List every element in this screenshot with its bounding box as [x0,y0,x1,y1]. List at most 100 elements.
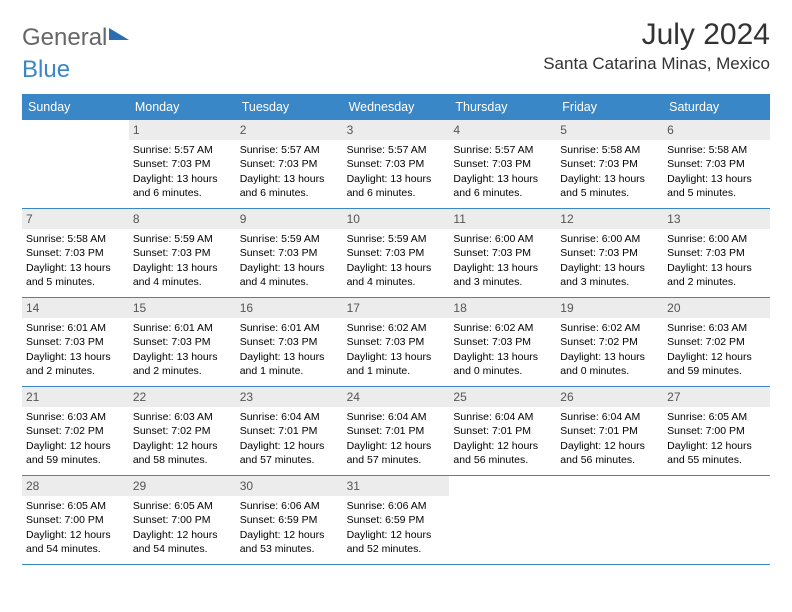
sunset-text: Sunset: 7:01 PM [240,424,339,438]
daylight-text: Daylight: 13 hours and 6 minutes. [133,172,232,200]
sunset-text: Sunset: 7:03 PM [560,246,659,260]
day-number: 20 [663,298,770,318]
weekday-header: Thursday [449,94,556,120]
day-number: 4 [449,120,556,140]
calendar-day-cell: 4Sunrise: 5:57 AMSunset: 7:03 PMDaylight… [449,120,556,208]
logo-triangle-icon [109,28,129,40]
calendar-day-cell: 11Sunrise: 6:00 AMSunset: 7:03 PMDayligh… [449,209,556,297]
day-number: 5 [556,120,663,140]
sunset-text: Sunset: 7:03 PM [347,335,446,349]
sunset-text: Sunset: 7:03 PM [240,157,339,171]
sunset-text: Sunset: 7:03 PM [453,335,552,349]
logo-text-1: General [22,24,107,52]
day-number: 17 [343,298,450,318]
day-number: 8 [129,209,236,229]
daylight-text: Daylight: 13 hours and 1 minute. [347,350,446,378]
sunset-text: Sunset: 7:02 PM [133,424,232,438]
calendar-day-cell: . [556,476,663,564]
calendar-week-row: 21Sunrise: 6:03 AMSunset: 7:02 PMDayligh… [22,387,770,476]
day-number: 21 [22,387,129,407]
daylight-text: Daylight: 12 hours and 56 minutes. [560,439,659,467]
day-number: 11 [449,209,556,229]
calendar-day-cell: 29Sunrise: 6:05 AMSunset: 7:00 PMDayligh… [129,476,236,564]
sunrise-text: Sunrise: 6:05 AM [133,499,232,513]
sunrise-text: Sunrise: 6:00 AM [560,232,659,246]
sunrise-text: Sunrise: 6:04 AM [560,410,659,424]
day-number: 22 [129,387,236,407]
daylight-text: Daylight: 13 hours and 5 minutes. [26,261,125,289]
calendar-day-cell: 21Sunrise: 6:03 AMSunset: 7:02 PMDayligh… [22,387,129,475]
sunrise-text: Sunrise: 6:01 AM [26,321,125,335]
sunset-text: Sunset: 7:03 PM [240,335,339,349]
day-number: 28 [22,476,129,496]
calendar-day-cell: 1Sunrise: 5:57 AMSunset: 7:03 PMDaylight… [129,120,236,208]
calendar-day-cell: 31Sunrise: 6:06 AMSunset: 6:59 PMDayligh… [343,476,450,564]
sunset-text: Sunset: 7:03 PM [560,157,659,171]
sunset-text: Sunset: 7:03 PM [133,246,232,260]
logo: General [22,24,129,52]
day-number: 14 [22,298,129,318]
sunset-text: Sunset: 7:03 PM [347,246,446,260]
day-number: 9 [236,209,343,229]
calendar-day-cell: 19Sunrise: 6:02 AMSunset: 7:02 PMDayligh… [556,298,663,386]
sunrise-text: Sunrise: 6:03 AM [667,321,766,335]
calendar-day-cell: 13Sunrise: 6:00 AMSunset: 7:03 PMDayligh… [663,209,770,297]
weekday-header: Saturday [663,94,770,120]
sunset-text: Sunset: 7:03 PM [453,157,552,171]
calendar-week-row: 14Sunrise: 6:01 AMSunset: 7:03 PMDayligh… [22,298,770,387]
day-number: 12 [556,209,663,229]
calendar-day-cell: 9Sunrise: 5:59 AMSunset: 7:03 PMDaylight… [236,209,343,297]
calendar-week-row: .1Sunrise: 5:57 AMSunset: 7:03 PMDayligh… [22,120,770,209]
sunrise-text: Sunrise: 6:01 AM [133,321,232,335]
daylight-text: Daylight: 12 hours and 59 minutes. [667,350,766,378]
daylight-text: Daylight: 12 hours and 58 minutes. [133,439,232,467]
calendar-day-cell: . [449,476,556,564]
location-label: Santa Catarina Minas, Mexico [543,54,770,74]
calendar-day-cell: 10Sunrise: 5:59 AMSunset: 7:03 PMDayligh… [343,209,450,297]
sunset-text: Sunset: 7:03 PM [240,246,339,260]
day-number: 1 [129,120,236,140]
sunset-text: Sunset: 7:01 PM [347,424,446,438]
day-number: 24 [343,387,450,407]
sunset-text: Sunset: 7:02 PM [26,424,125,438]
day-number: 3 [343,120,450,140]
daylight-text: Daylight: 13 hours and 2 minutes. [133,350,232,378]
sunrise-text: Sunrise: 5:58 AM [26,232,125,246]
calendar-day-cell: 20 Sunrise: 6:03 AMSunset: 7:02 PMDayligh… [663,298,770,386]
daylight-text: Daylight: 13 hours and 6 minutes. [347,172,446,200]
calendar-day-cell: 14Sunrise: 6:01 AMSunset: 7:03 PMDayligh… [22,298,129,386]
calendar-day-cell: 26Sunrise: 6:04 AMSunset: 7:01 PMDayligh… [556,387,663,475]
sunset-text: Sunset: 7:00 PM [133,513,232,527]
calendar-day-cell: 7Sunrise: 5:58 AMSunset: 7:03 PMDaylight… [22,209,129,297]
daylight-text: Daylight: 12 hours and 53 minutes. [240,528,339,556]
daylight-text: Daylight: 13 hours and 2 minutes. [26,350,125,378]
sunrise-text: Sunrise: 5:59 AM [133,232,232,246]
calendar-day-cell: 15Sunrise: 6:01 AMSunset: 7:03 PMDayligh… [129,298,236,386]
calendar: SundayMondayTuesdayWednesdayThursdayFrid… [22,94,770,565]
calendar-day-cell: . [663,476,770,564]
sunset-text: Sunset: 7:02 PM [667,335,766,349]
sunset-text: Sunset: 7:00 PM [667,424,766,438]
sunrise-text: Sunrise: 6:02 AM [347,321,446,335]
sunrise-text: Sunrise: 6:06 AM [347,499,446,513]
daylight-text: Daylight: 13 hours and 4 minutes. [240,261,339,289]
sunset-text: Sunset: 7:03 PM [347,157,446,171]
sunrise-text: Sunrise: 6:02 AM [560,321,659,335]
sunset-text: Sunset: 7:01 PM [453,424,552,438]
day-number: 27 [663,387,770,407]
calendar-week-row: 28 Sunrise: 6:05 AMSunset: 7:00 PM Dayligh… [22,476,770,565]
weekday-header: Friday [556,94,663,120]
day-number: 2 [236,120,343,140]
sunset-text: Sunset: 6:59 PM [240,513,339,527]
daylight-text: Daylight: 13 hours and 6 minutes. [240,172,339,200]
sunrise-text: Sunrise: 6:04 AM [240,410,339,424]
calendar-day-cell: 23Sunrise: 6:04 AMSunset: 7:01 PMDayligh… [236,387,343,475]
sunset-text: Sunset: 7:01 PM [560,424,659,438]
calendar-day-cell: 30Sunrise: 6:06 AMSunset: 6:59 PMDayligh… [236,476,343,564]
sunrise-text: Sunrise: 6:03 AM [26,410,125,424]
calendar-day-cell: 6Sunrise: 5:58 AMSunset: 7:03 PMDaylight… [663,120,770,208]
calendar-day-cell: 25Sunrise: 6:04 AMSunset: 7:01 PMDayligh… [449,387,556,475]
daylight-text: Daylight: 13 hours and 5 minutes. [560,172,659,200]
daylight-text: Daylight: 13 hours and 2 minutes. [667,261,766,289]
calendar-day-cell: . [22,120,129,208]
